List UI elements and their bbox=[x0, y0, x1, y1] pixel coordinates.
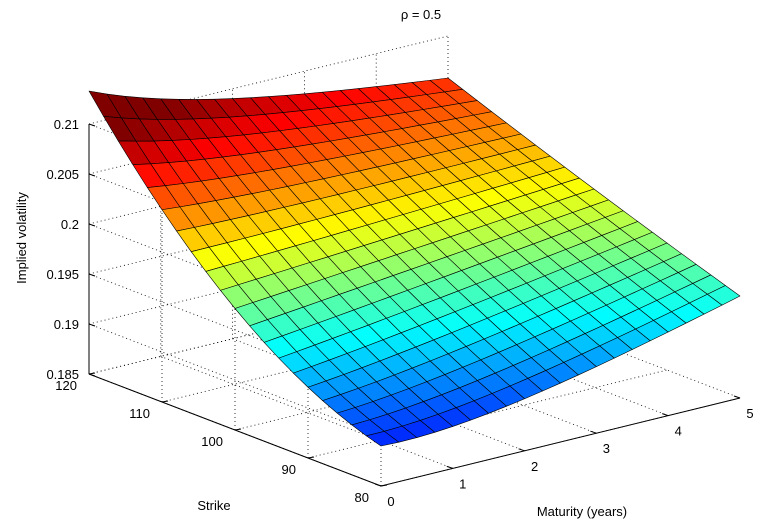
x-tick bbox=[446, 465, 453, 469]
x-tick bbox=[590, 430, 597, 434]
y-tick-label: 100 bbox=[201, 434, 223, 449]
z-tick-label: 0.21 bbox=[54, 117, 79, 132]
surface-cell bbox=[707, 285, 741, 306]
x-tick-label: 1 bbox=[459, 476, 466, 491]
y-tick-label: 120 bbox=[55, 378, 77, 393]
y-tick bbox=[380, 484, 388, 487]
x-tick-label: 0 bbox=[387, 494, 394, 509]
z-axis-label: Implied volatility bbox=[14, 192, 29, 284]
y-tick bbox=[234, 428, 242, 431]
x-tick-label: 5 bbox=[746, 406, 753, 421]
x-tick bbox=[374, 483, 382, 487]
z-tick-label: 0.205 bbox=[46, 167, 79, 182]
z-tick-label: 0.185 bbox=[46, 367, 79, 382]
x-axis-line bbox=[380, 397, 741, 487]
x-tick bbox=[733, 395, 741, 399]
axis-layer bbox=[88, 123, 741, 487]
z-tick bbox=[88, 273, 96, 277]
x-axis-label: Maturity (years) bbox=[537, 504, 627, 519]
x-tick-label: 3 bbox=[603, 441, 610, 456]
x-tick bbox=[518, 448, 525, 452]
y-tick bbox=[307, 456, 315, 459]
y-tick-label: 90 bbox=[282, 462, 296, 477]
surface-layer bbox=[88, 77, 741, 447]
z-tick-label: 0.195 bbox=[46, 267, 79, 282]
z-tick-label: 0.2 bbox=[61, 217, 79, 232]
x-tick-label: 2 bbox=[531, 459, 538, 474]
z-tick-label: 0.19 bbox=[54, 317, 79, 332]
z-tick bbox=[88, 323, 96, 327]
z-tick bbox=[88, 123, 96, 127]
z-tick bbox=[88, 173, 96, 177]
grid-line bbox=[88, 323, 382, 437]
z-tick bbox=[88, 373, 96, 377]
z-tick bbox=[88, 223, 96, 227]
grid-line bbox=[88, 35, 449, 125]
y-tick-label: 110 bbox=[129, 406, 150, 421]
x-tick bbox=[662, 413, 669, 417]
x-tick-label: 4 bbox=[675, 424, 682, 439]
chart-title: ρ = 0.5 bbox=[401, 7, 441, 22]
grid-line bbox=[160, 356, 453, 469]
y-tick-label: 80 bbox=[355, 490, 369, 505]
y-axis-label: Strike bbox=[197, 498, 230, 513]
y-tick bbox=[161, 400, 169, 403]
